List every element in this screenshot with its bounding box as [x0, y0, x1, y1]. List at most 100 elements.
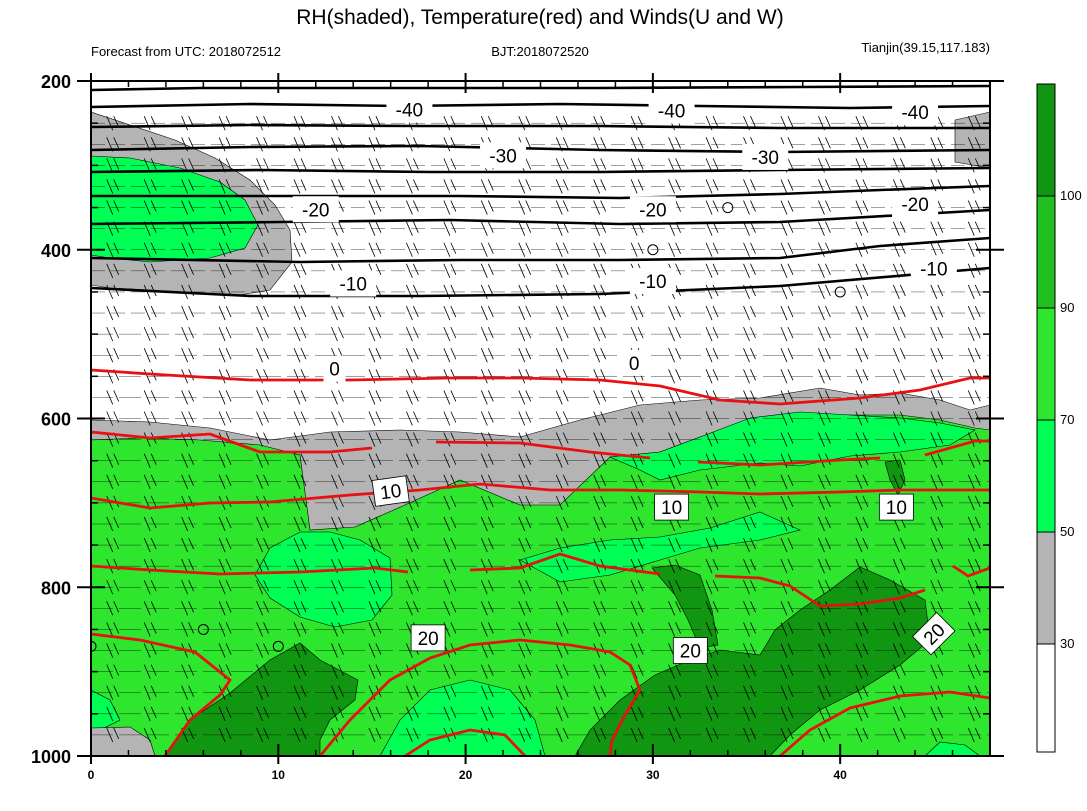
- contour-label: -10: [629, 267, 676, 294]
- wind-barb: [143, 179, 157, 194]
- wind-barb: [406, 305, 419, 321]
- wind-barb: [668, 727, 681, 743]
- wind-barb: [818, 221, 831, 236]
- wind-barb: [855, 284, 869, 300]
- wind-barb: [256, 516, 269, 532]
- wind-barb: [443, 537, 457, 553]
- wind-barb: [705, 622, 719, 637]
- wind-barb: [630, 390, 644, 405]
- wind-barb: [743, 727, 756, 743]
- wind-barb: [743, 622, 756, 637]
- wind-barb: [855, 369, 869, 384]
- wind-barb: [593, 411, 607, 426]
- wind-barb: [892, 305, 906, 321]
- wind-barb: [668, 622, 681, 637]
- wind-barb: [518, 305, 532, 321]
- wind-barb: [106, 601, 120, 616]
- wind-barb: [705, 601, 719, 616]
- wind-barb: [668, 179, 681, 194]
- temperature-contour-10: [91, 430, 990, 467]
- wind-barb: [406, 242, 419, 257]
- wind-barb: [143, 601, 157, 616]
- wind-barb: [892, 221, 906, 236]
- wind-barb: [630, 601, 644, 616]
- wind-barb: [480, 537, 494, 553]
- plot-area: [91, 81, 990, 756]
- wind-barb: [331, 727, 344, 743]
- wind-barb: [743, 200, 756, 215]
- wind-barb: [593, 348, 607, 363]
- wind-barb: [967, 558, 981, 574]
- wind-barb: [743, 685, 756, 700]
- wind-barb: [443, 263, 457, 279]
- wind-barb: [705, 369, 719, 384]
- wind-barb: [930, 242, 944, 257]
- wind-barb: [668, 348, 681, 363]
- wind-barb: [855, 643, 869, 658]
- wind-barb: [593, 664, 607, 679]
- wind-barb: [368, 601, 382, 616]
- wind-barb: [855, 664, 869, 679]
- wind-barb: [143, 706, 157, 721]
- wind-barb: [743, 474, 756, 489]
- wind-barb: [293, 326, 307, 342]
- colorbar-swatch: [1036, 643, 1056, 753]
- wind-barb: [743, 369, 756, 384]
- wind-barb: [967, 242, 981, 257]
- wind-barb: [181, 179, 195, 194]
- wind-barb: [368, 305, 382, 321]
- wind-barb: [818, 348, 831, 363]
- rh-shade-green-light-bottom: [379, 679, 546, 756]
- colorbar-tick-label: 90: [1060, 300, 1074, 315]
- wind-barb: [780, 348, 794, 363]
- wind-barb: [518, 643, 532, 658]
- wind-barb: [443, 305, 457, 321]
- wind-barb: [143, 263, 157, 279]
- wind-barb: [106, 706, 120, 721]
- wind-barb: [518, 263, 532, 279]
- wind-barb: [368, 643, 382, 658]
- wind-barb: [668, 685, 681, 700]
- wind-barb: [668, 706, 681, 721]
- bjt-label: BJT:2018072520: [491, 44, 589, 59]
- wind-barb: [630, 305, 644, 321]
- wind-barb: [143, 326, 157, 342]
- wind-barb: [593, 432, 607, 447]
- wind-barb: [892, 137, 906, 152]
- wind-barb: [181, 326, 195, 342]
- wind-barb: [967, 284, 981, 300]
- wind-barb: [293, 727, 307, 743]
- wind-barb: [630, 516, 644, 532]
- wind-barb: [331, 622, 344, 637]
- wind-barb: [593, 453, 607, 468]
- wind-barb: [892, 411, 906, 426]
- wind-barb: [443, 326, 457, 342]
- wind-barb: [593, 516, 607, 532]
- wind-barb: [967, 664, 981, 679]
- wind-barb: [743, 326, 756, 342]
- wind-barb: [143, 411, 157, 426]
- temperature-contour-minus15: [91, 208, 990, 226]
- wind-barb: [555, 263, 569, 279]
- wind-barb: [293, 242, 307, 257]
- y-tick-label: 600: [41, 410, 71, 430]
- wind-barb: [780, 727, 794, 743]
- wind-barb: [930, 580, 944, 595]
- wind-barb: [406, 179, 419, 194]
- wind-barb: [406, 727, 419, 743]
- wind-barb: [593, 601, 607, 616]
- wind-barb: [443, 516, 457, 532]
- temperature-contour-20: [91, 552, 990, 608]
- wind-barb: [106, 474, 120, 489]
- wind-barb: [780, 411, 794, 426]
- wind-barb: [668, 601, 681, 616]
- wind-barb: [218, 558, 232, 574]
- wind-barb: [555, 305, 569, 321]
- wind-barb: [892, 558, 906, 574]
- wind-barb: [818, 263, 831, 279]
- wind-barb: [818, 200, 831, 215]
- wind-barb: [967, 221, 981, 236]
- svg-text:-30: -30: [489, 146, 516, 167]
- wind-barb: [855, 727, 869, 743]
